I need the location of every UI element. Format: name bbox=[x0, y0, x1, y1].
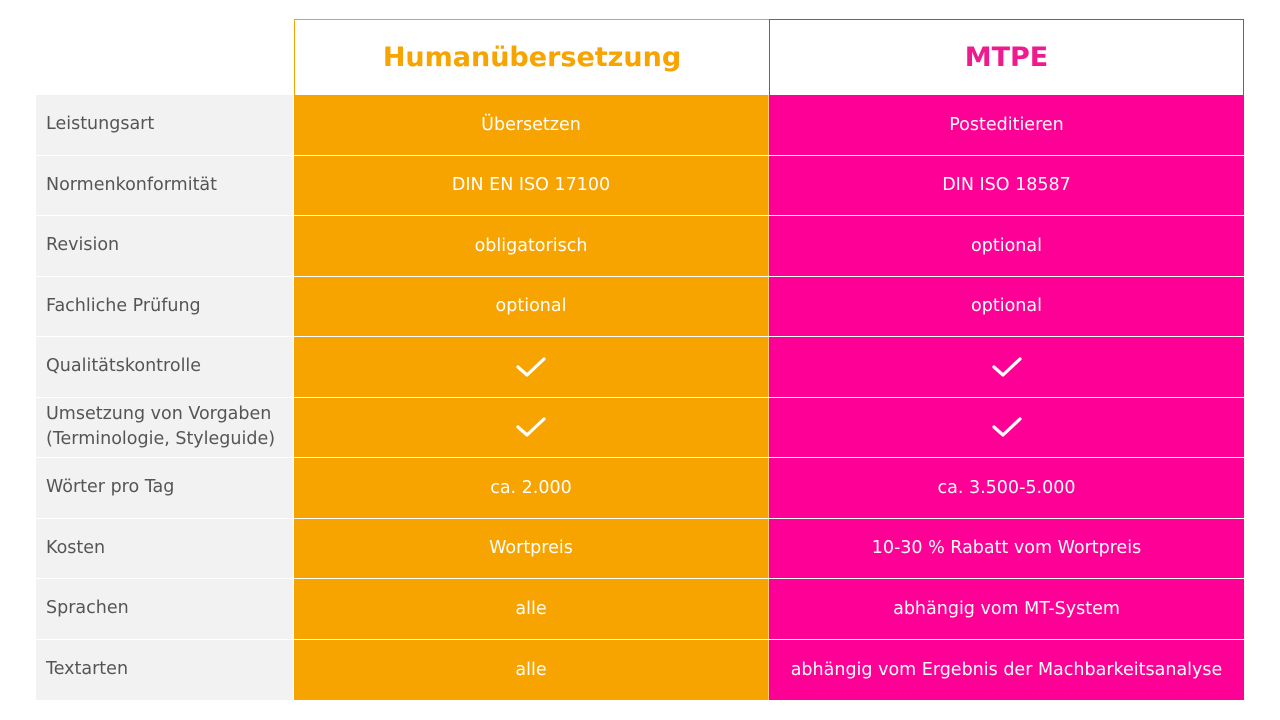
row-label: Normenkonformität bbox=[36, 155, 294, 215]
table-row-umsetzung-von-vorgaben: Umsetzung von Vorgaben (Terminologie, St… bbox=[36, 397, 1244, 458]
human-cell: Übersetzen bbox=[294, 95, 769, 155]
mtpe-cell: ca. 3.500-5.000 bbox=[769, 458, 1244, 518]
table-row-qualitaetskontrolle: Qualitätskontrolle bbox=[36, 337, 1244, 398]
mtpe-cell: optional bbox=[769, 276, 1244, 336]
table-row-textarten: Textarten alle abhängig vom Ergebnis der… bbox=[36, 639, 1244, 700]
row-label: Leistungsart bbox=[36, 95, 294, 155]
table-row-sprachen: Sprachen alle abhängig vom MT-System bbox=[36, 579, 1244, 640]
table-row-revision: Revision obligatorisch optional bbox=[36, 216, 1244, 277]
mtpe-cell: optional bbox=[769, 216, 1244, 276]
mtpe-cell: 10-30 % Rabatt vom Wortpreis bbox=[769, 518, 1244, 578]
row-label: Revision bbox=[36, 216, 294, 276]
row-label: Kosten bbox=[36, 518, 294, 578]
row-label: Sprachen bbox=[36, 579, 294, 639]
human-cell bbox=[294, 397, 769, 457]
table-row-kosten: Kosten Wortpreis 10-30 % Rabatt vom Wort… bbox=[36, 518, 1244, 579]
table-row-fachliche-pruefung: Fachliche Prüfung optional optional bbox=[36, 276, 1244, 337]
human-cell: alle bbox=[294, 579, 769, 639]
mtpe-cell: abhängig vom MT-System bbox=[769, 579, 1244, 639]
check-icon bbox=[516, 416, 546, 438]
human-cell: optional bbox=[294, 276, 769, 336]
table-row-leistungsart: Leistungsart Übersetzen Posteditieren bbox=[36, 95, 1244, 156]
check-icon bbox=[991, 356, 1022, 378]
row-label: Wörter pro Tag bbox=[36, 458, 294, 518]
mtpe-cell: DIN ISO 18587 bbox=[769, 155, 1244, 215]
human-cell: obligatorisch bbox=[294, 216, 769, 276]
check-icon bbox=[991, 416, 1022, 438]
row-label: Textarten bbox=[36, 639, 294, 700]
mtpe-cell: Posteditieren bbox=[769, 95, 1244, 155]
check-icon bbox=[516, 356, 546, 378]
header-mtpe: MTPE bbox=[769, 19, 1244, 95]
human-cell: Wortpreis bbox=[294, 518, 769, 578]
table-row-woerter-pro-tag: Wörter pro Tag ca. 2.000 ca. 3.500-5.000 bbox=[36, 458, 1244, 519]
mtpe-cell bbox=[769, 397, 1244, 457]
table-row-normenkonformitaet: Normenkonformität DIN EN ISO 17100 DIN I… bbox=[36, 155, 1244, 216]
human-cell: ca. 2.000 bbox=[294, 458, 769, 518]
header-humanuebersetzung: Humanübersetzung bbox=[294, 19, 769, 95]
row-label: Fachliche Prüfung bbox=[36, 276, 294, 336]
human-cell: DIN EN ISO 17100 bbox=[294, 155, 769, 215]
mtpe-cell: abhängig vom Ergebnis der Machbarkeitsan… bbox=[769, 639, 1244, 700]
human-cell bbox=[294, 337, 769, 397]
row-label: Umsetzung von Vorgaben (Terminologie, St… bbox=[36, 397, 294, 457]
human-cell: alle bbox=[294, 639, 769, 700]
row-label: Qualitätskontrolle bbox=[36, 337, 294, 397]
comparison-table: Leistungsart Übersetzen Posteditieren No… bbox=[36, 95, 1244, 700]
mtpe-cell bbox=[769, 337, 1244, 397]
